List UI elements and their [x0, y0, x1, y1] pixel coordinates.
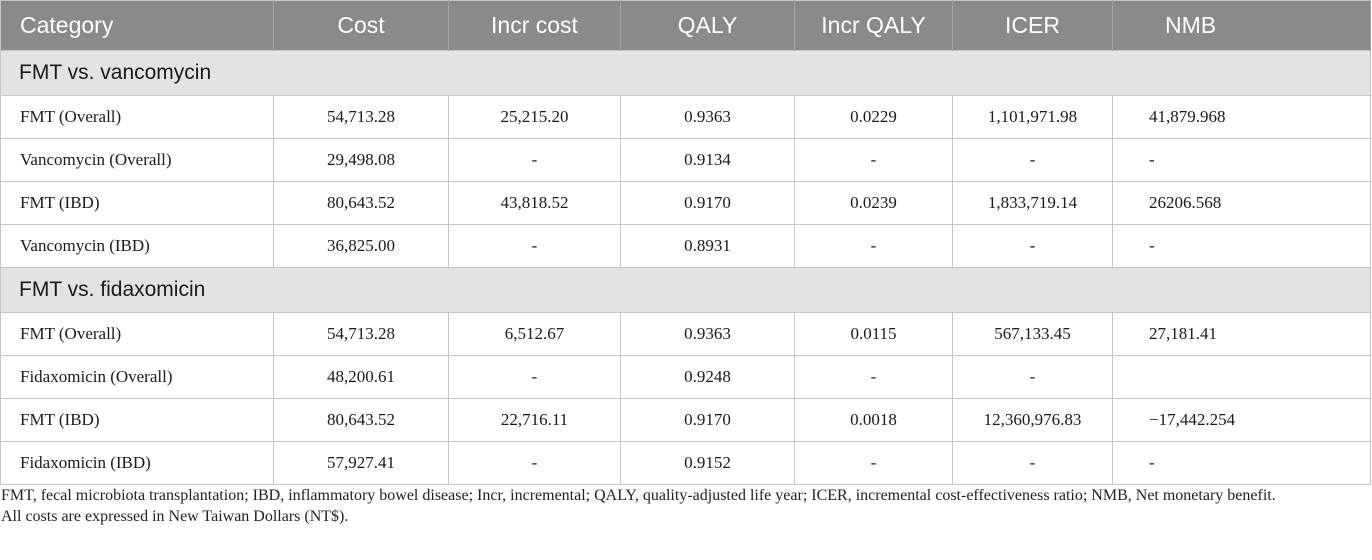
header-icer: ICER [952, 0, 1113, 51]
incr-qaly-cell: - [794, 355, 953, 399]
incr-cost-cell: - [448, 355, 621, 399]
incr-cost-cell: - [448, 441, 621, 485]
table-header: Category Cost Incr cost QALY Incr QALY I… [0, 0, 1371, 51]
qaly-cell: 0.9152 [620, 441, 795, 485]
incr-qaly-cell: 0.0239 [794, 181, 953, 225]
icer-cell: 1,101,971.98 [952, 95, 1113, 139]
header-cost: Cost [273, 0, 449, 51]
incr-qaly-cell: - [794, 441, 953, 485]
icer-cell: 567,133.45 [952, 312, 1113, 356]
section-header-row: FMT vs. fidaxomicin [0, 267, 1371, 313]
incr-cost-cell: 43,818.52 [448, 181, 621, 225]
nmb-cell: −17,442.254 [1112, 398, 1371, 442]
header-nmb: NMB [1112, 0, 1371, 51]
icer-cell: - [952, 441, 1113, 485]
abbreviations-note: FMT, fecal microbiota transplantation; I… [1, 487, 1276, 504]
incr-cost-cell: - [448, 224, 621, 268]
incr-cost-cell: - [448, 138, 621, 182]
cost-cell: 57,927.41 [273, 441, 449, 485]
qaly-cell: 0.9170 [620, 181, 795, 225]
header-incr-cost: Incr cost [448, 0, 621, 51]
nmb-cell: 41,879.968 [1112, 95, 1371, 139]
nmb-cell [1112, 355, 1371, 399]
nmb-cell: 26206.568 [1112, 181, 1371, 225]
incr-qaly-cell: 0.0115 [794, 312, 953, 356]
cost-cell: 29,498.08 [273, 138, 449, 182]
category-cell: FMT (IBD) [0, 181, 274, 225]
table-row: Fidaxomicin (Overall) 48,200.61-0.9248- - [0, 355, 1371, 399]
table-body: FMT vs. vancomycin FMT (Overall) 54,713.28… [0, 50, 1371, 485]
cost-cell: 54,713.28 [273, 312, 449, 356]
nmb-cell: - [1112, 224, 1371, 268]
incr-cost-cell: 6,512.67 [448, 312, 621, 356]
table-row: Vancomycin (Overall) 29,498.08-0.9134- - - [0, 138, 1371, 182]
nmb-cell: - [1112, 441, 1371, 485]
qaly-cell: 0.9170 [620, 398, 795, 442]
incr-qaly-cell: - [794, 138, 953, 182]
table-row: FMT (IBD) 80,643.52 22,716.11 0.9170 0.0018 1… [0, 398, 1371, 442]
cost-cell: 80,643.52 [273, 398, 449, 442]
section-title: FMT vs. fidaxomicin [0, 267, 1371, 313]
incr-qaly-cell: - [794, 224, 953, 268]
category-cell: Vancomycin (Overall) [0, 138, 274, 182]
table-row: FMT (IBD) 80,643.52 43,818.52 0.9170 0.0239 1… [0, 181, 1371, 225]
qaly-cell: 0.9363 [620, 95, 795, 139]
cost-effectiveness-table: Category Cost Incr cost QALY Incr QALY I… [0, 0, 1371, 485]
table-row: Fidaxomicin (IBD) 57,927.41-0.9152- - - [0, 441, 1371, 485]
cost-cell: 36,825.00 [273, 224, 449, 268]
category-cell: Vancomycin (IBD) [0, 224, 274, 268]
incr-qaly-cell: 0.0018 [794, 398, 953, 442]
nmb-cell: - [1112, 138, 1371, 182]
incr-qaly-cell: 0.0229 [794, 95, 953, 139]
section-title: FMT vs. vancomycin [0, 50, 1371, 96]
qaly-cell: 0.8931 [620, 224, 795, 268]
qaly-cell: 0.9248 [620, 355, 795, 399]
incr-cost-cell: 22,716.11 [448, 398, 621, 442]
icer-cell: - [952, 224, 1113, 268]
icer-cell: - [952, 138, 1113, 182]
header-row: Category Cost Incr cost QALY Incr QALY I… [0, 0, 1371, 51]
qaly-cell: 0.9363 [620, 312, 795, 356]
icer-cell: 1,833,719.14 [952, 181, 1113, 225]
table-row: Vancomycin (IBD) 36,825.00-0.8931- - - [0, 224, 1371, 268]
table-footnote: FMT, fecal microbiota transplantation; I… [1, 485, 1369, 527]
header-incr-qaly: Incr QALY [794, 0, 953, 51]
section-header-row: FMT vs. vancomycin [0, 50, 1371, 96]
category-cell: Fidaxomicin (Overall) [0, 355, 274, 399]
nmb-cell: 27,181.41 [1112, 312, 1371, 356]
icer-cell: - [952, 355, 1113, 399]
cost-cell: 80,643.52 [273, 181, 449, 225]
cost-cell: 48,200.61 [273, 355, 449, 399]
qaly-cell: 0.9134 [620, 138, 795, 182]
category-cell: FMT (Overall) [0, 312, 274, 356]
cost-cell: 54,713.28 [273, 95, 449, 139]
header-category: Category [0, 0, 274, 51]
table-row: FMT (Overall) 54,713.28 6,512.67 0.9363 0.01… [0, 312, 1371, 356]
table-row: FMT (Overall) 54,713.28 25,215.20 0.9363 0.0… [0, 95, 1371, 139]
icer-cell: 12,360,976.83 [952, 398, 1113, 442]
header-qaly: QALY [620, 0, 795, 51]
category-cell: Fidaxomicin (IBD) [0, 441, 274, 485]
currency-note: All costs are expressed in New Taiwan Do… [1, 508, 349, 525]
category-cell: FMT (IBD) [0, 398, 274, 442]
category-cell: FMT (Overall) [0, 95, 274, 139]
incr-cost-cell: 25,215.20 [448, 95, 621, 139]
